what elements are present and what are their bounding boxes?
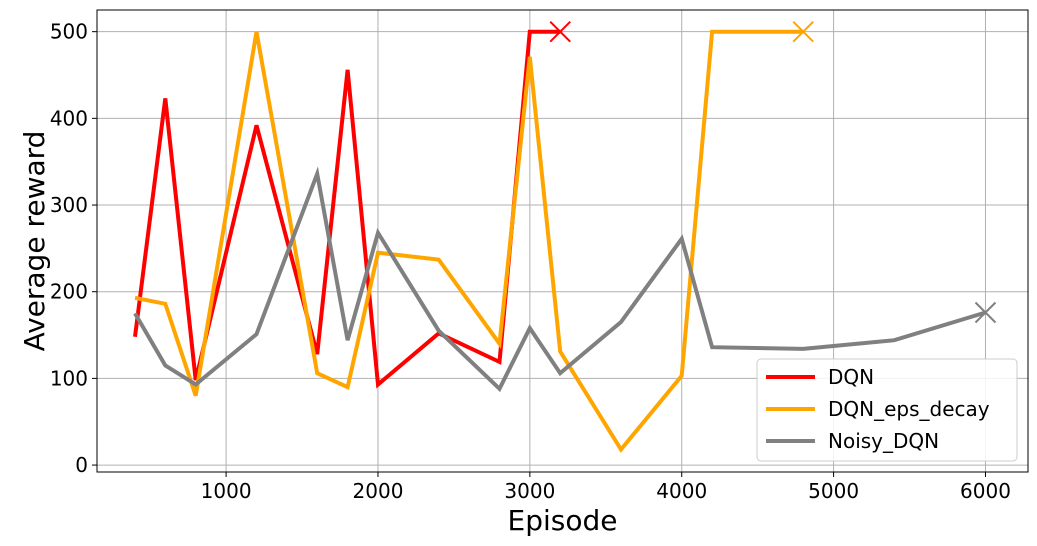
y-tick-label: 0 [75, 453, 88, 477]
series-dqn [133, 20, 571, 389]
series-line [133, 166, 987, 393]
y-tick-label: 200 [50, 280, 88, 304]
y-axis-title: Average reward [18, 131, 51, 352]
y-tick-label: 300 [50, 193, 88, 217]
legend-frame [756, 358, 1018, 462]
legend-label: Noisy_DQN [828, 429, 939, 453]
x-tick-label: 1000 [201, 479, 252, 503]
series-end-marker [974, 301, 997, 324]
plot-series [133, 20, 997, 453]
x-tick-label: 4000 [656, 479, 707, 503]
axis-ticks: 1000 2000 3000 4000 5000 6000 0 100 200 300 400 500 [50, 20, 1011, 503]
series-line [134, 29, 804, 453]
legend-item: Noisy_DQN [766, 429, 939, 453]
series-noisy-dqn [133, 166, 997, 393]
series-end-marker [792, 20, 814, 43]
plot-frame [96, 9, 1029, 473]
x-tick-label: 5000 [808, 479, 859, 503]
series-end-marker [549, 20, 571, 43]
y-tick-label: 500 [50, 20, 88, 44]
x-axis-title: Episode [508, 504, 618, 537]
series-dqn-eps-decay [134, 20, 814, 453]
y-tick-label: 100 [50, 366, 88, 390]
legend-label: DQN_eps_decay [828, 397, 990, 421]
x-tick-label: 2000 [353, 479, 404, 503]
x-tick-label: 6000 [960, 479, 1011, 503]
y-tick-label: 400 [50, 106, 88, 130]
legend-item: DQN [766, 365, 874, 389]
legend: DQN DQN_eps_decay Noisy_DQN [756, 358, 1018, 462]
legend-label: DQN [828, 365, 874, 389]
x-tick-label: 3000 [504, 479, 555, 503]
grid [97, 10, 1028, 472]
legend-item: DQN_eps_decay [766, 397, 990, 421]
